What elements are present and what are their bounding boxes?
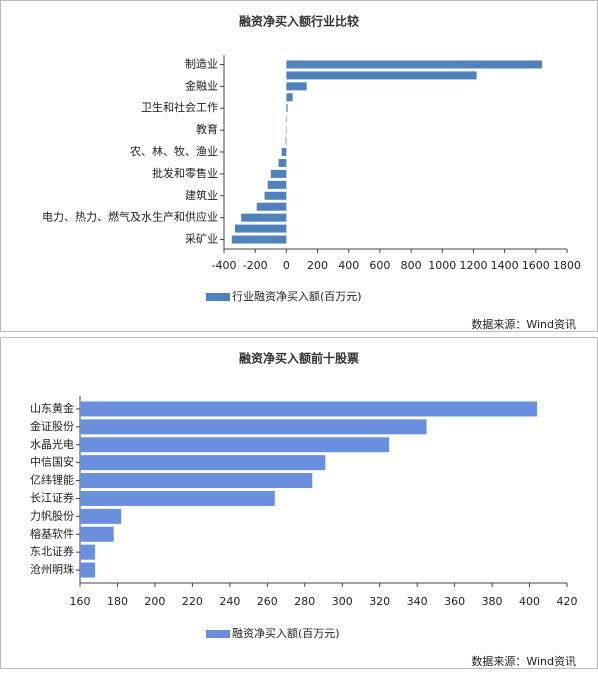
legend-swatch [206, 630, 230, 638]
x-tick-label: 1800 [553, 259, 581, 272]
y-tick-label: 采矿业 [185, 233, 218, 246]
bar [80, 509, 121, 524]
chart-title: 融资净买入额行业比较 [239, 14, 359, 29]
x-tick-label: 420 [557, 595, 578, 608]
bar [80, 491, 275, 506]
legend-label: 行业融资净买入额(百万元) [232, 289, 362, 303]
bar [80, 437, 389, 452]
bar [80, 527, 114, 542]
source-note: 数据来源：Wind资讯 [471, 317, 576, 331]
x-tick-label: 360 [444, 595, 465, 608]
bar [235, 225, 286, 233]
bar [80, 473, 312, 488]
bar [265, 192, 287, 200]
y-tick-label: 水晶光电 [30, 437, 74, 451]
bar [286, 82, 306, 90]
bar [80, 563, 95, 578]
bar [241, 214, 286, 222]
source-note: 数据来源：Wind资讯 [471, 654, 576, 668]
x-tick-label: 180 [107, 595, 128, 608]
x-tick-label: 1600 [522, 259, 550, 272]
y-tick-label: 金证股份 [30, 419, 74, 433]
x-tick-label: 200 [307, 259, 328, 272]
y-tick-label: 建筑业 [185, 188, 218, 202]
x-tick-label: 160 [70, 595, 91, 608]
x-tick-label: 340 [407, 595, 428, 608]
bar [286, 93, 292, 101]
x-tick-label: 220 [182, 595, 203, 608]
x-tick-label: 400 [519, 595, 540, 608]
y-tick-label: 制造业 [185, 56, 218, 70]
y-tick-label: 批发和零售业 [152, 166, 218, 180]
y-tick-label: 沧州明珠 [30, 562, 74, 576]
x-tick-label: 200 [144, 595, 165, 608]
x-tick-label: -400 [212, 259, 237, 272]
x-tick-label: 240 [219, 595, 240, 608]
y-tick-label: 东北证券 [30, 544, 74, 558]
x-tick-label: -200 [243, 259, 268, 272]
x-tick-label: 0 [283, 259, 290, 272]
y-tick-label: 农、林、牧、渔业 [130, 144, 218, 158]
x-tick-label: 400 [338, 259, 359, 272]
bar [286, 104, 287, 112]
bar [80, 419, 427, 434]
bar [271, 170, 287, 178]
chart-title: 融资净买入额前十股票 [239, 351, 359, 366]
y-tick-label: 金融业 [185, 78, 218, 92]
bar [232, 236, 287, 244]
x-tick-label: 800 [401, 259, 422, 272]
x-tick-label: 280 [294, 595, 315, 608]
x-tick-label: 380 [482, 595, 503, 608]
x-tick-label: 300 [332, 595, 353, 608]
bar [286, 60, 542, 68]
x-tick-label: 320 [369, 595, 390, 608]
y-tick-label: 教育 [196, 122, 218, 136]
bar [286, 71, 476, 79]
y-tick-label: 亿纬锂能 [30, 473, 74, 487]
y-tick-label: 电力、热力、燃气及水生产和供应业 [42, 210, 218, 224]
x-tick-label: 1000 [428, 259, 456, 272]
x-tick-label: 1200 [459, 259, 487, 272]
bar [80, 545, 95, 560]
y-tick-label: 力帆股份 [30, 508, 74, 522]
bar [279, 159, 287, 167]
x-tick-label: 600 [369, 259, 390, 272]
legend-swatch [206, 293, 230, 301]
panel [1, 1, 598, 332]
y-tick-label: 榕基软件 [30, 526, 74, 540]
x-tick-label: 260 [257, 595, 278, 608]
bar [282, 148, 287, 156]
bar [80, 401, 537, 416]
y-tick-label: 长江证券 [30, 490, 74, 504]
bar [80, 455, 325, 470]
legend-label: 融资净买入额(百万元) [232, 626, 340, 640]
x-tick-label: 1400 [491, 259, 519, 272]
bar [268, 181, 287, 189]
bar [286, 137, 287, 145]
y-tick-label: 山东黄金 [30, 401, 74, 415]
y-tick-label: 中信国安 [30, 455, 74, 469]
bar [257, 203, 287, 211]
y-tick-label: 卫生和社会工作 [141, 100, 218, 114]
